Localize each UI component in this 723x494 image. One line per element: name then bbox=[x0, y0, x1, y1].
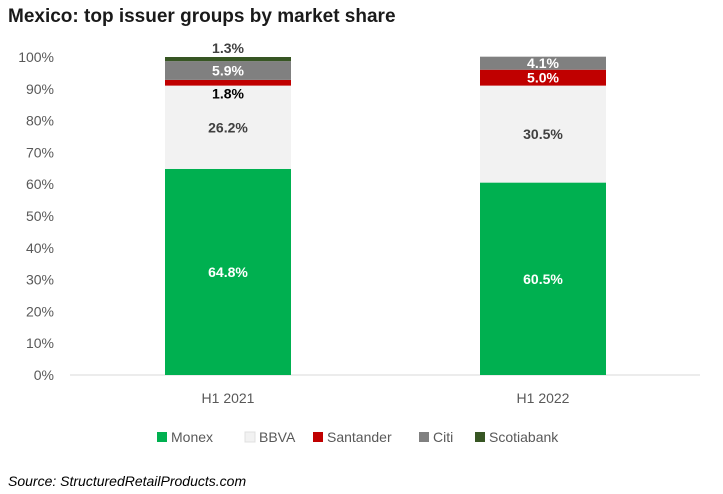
y-tick-label: 70% bbox=[26, 144, 54, 160]
data-label-monex: 64.8% bbox=[208, 264, 248, 280]
legend-swatch-bbva bbox=[244, 431, 256, 443]
legend-label-bbva: BBVA bbox=[259, 429, 296, 445]
y-tick-label: 10% bbox=[26, 335, 54, 351]
y-tick-label: 100% bbox=[18, 49, 54, 65]
data-label-bbva: 26.2% bbox=[208, 119, 248, 135]
y-tick-label: 20% bbox=[26, 303, 54, 319]
y-tick-label: 60% bbox=[26, 176, 54, 192]
x-axis-categories: H1 2021 H1 2022 bbox=[202, 390, 570, 406]
legend-swatch-santander bbox=[313, 432, 323, 442]
data-label-scotiabank: 1.3% bbox=[212, 40, 244, 56]
legend-swatch-monex bbox=[157, 432, 167, 442]
bar-segment-citi bbox=[165, 61, 291, 80]
bar-segment-bbva bbox=[165, 85, 291, 169]
y-tick-label: 80% bbox=[26, 113, 54, 129]
y-tick-label: 50% bbox=[26, 208, 54, 224]
x-category-label: H1 2022 bbox=[517, 390, 570, 406]
y-tick-label: 90% bbox=[26, 81, 54, 97]
bars bbox=[165, 56, 606, 375]
chart-title: Mexico: top issuer groups by market shar… bbox=[8, 6, 396, 27]
x-category-label: H1 2021 bbox=[202, 390, 255, 406]
y-tick-label: 0% bbox=[34, 367, 54, 383]
data-labels: 64.8% 26.2% 1.8% 5.9% 1.3% 60.5% 30.5% 5.0%4.1% bbox=[208, 40, 563, 287]
y-tick-label: 40% bbox=[26, 240, 54, 256]
bar-segment-santander bbox=[165, 79, 291, 86]
bar-segment-monex bbox=[165, 168, 291, 375]
data-label-santander: 5.0% bbox=[527, 70, 559, 86]
legend-label-santander: Santander bbox=[327, 429, 392, 445]
data-label-citi: 4.1% bbox=[527, 55, 559, 71]
bar-segment-scotiabank bbox=[165, 57, 291, 62]
legend-label-monex: Monex bbox=[171, 429, 213, 445]
legend-swatch-scotiabank bbox=[475, 432, 485, 442]
bar-segment-citi bbox=[480, 56, 606, 70]
data-label-santander: 1.8% bbox=[212, 86, 244, 102]
legend: Monex BBVA Santander Citi Scotiabank bbox=[157, 429, 559, 445]
data-label-citi: 5.9% bbox=[212, 63, 244, 79]
data-label-bbva: 30.5% bbox=[523, 126, 563, 142]
legend-label-citi: Citi bbox=[433, 429, 453, 445]
bar-segment-bbva bbox=[480, 85, 606, 183]
bar-segment-monex bbox=[480, 182, 606, 375]
y-axis-ticks: 0% 10% 20% 30% 40% 50% 60% 70% 80% 90% 100% bbox=[18, 49, 54, 383]
bar-segment-santander bbox=[480, 69, 606, 86]
data-label-monex: 60.5% bbox=[523, 271, 563, 287]
source-note: Source: StructuredRetailProducts.com bbox=[8, 473, 247, 489]
legend-swatch-citi bbox=[419, 432, 429, 442]
y-tick-label: 30% bbox=[26, 272, 54, 288]
legend-label-scotiabank: Scotiabank bbox=[489, 429, 559, 445]
